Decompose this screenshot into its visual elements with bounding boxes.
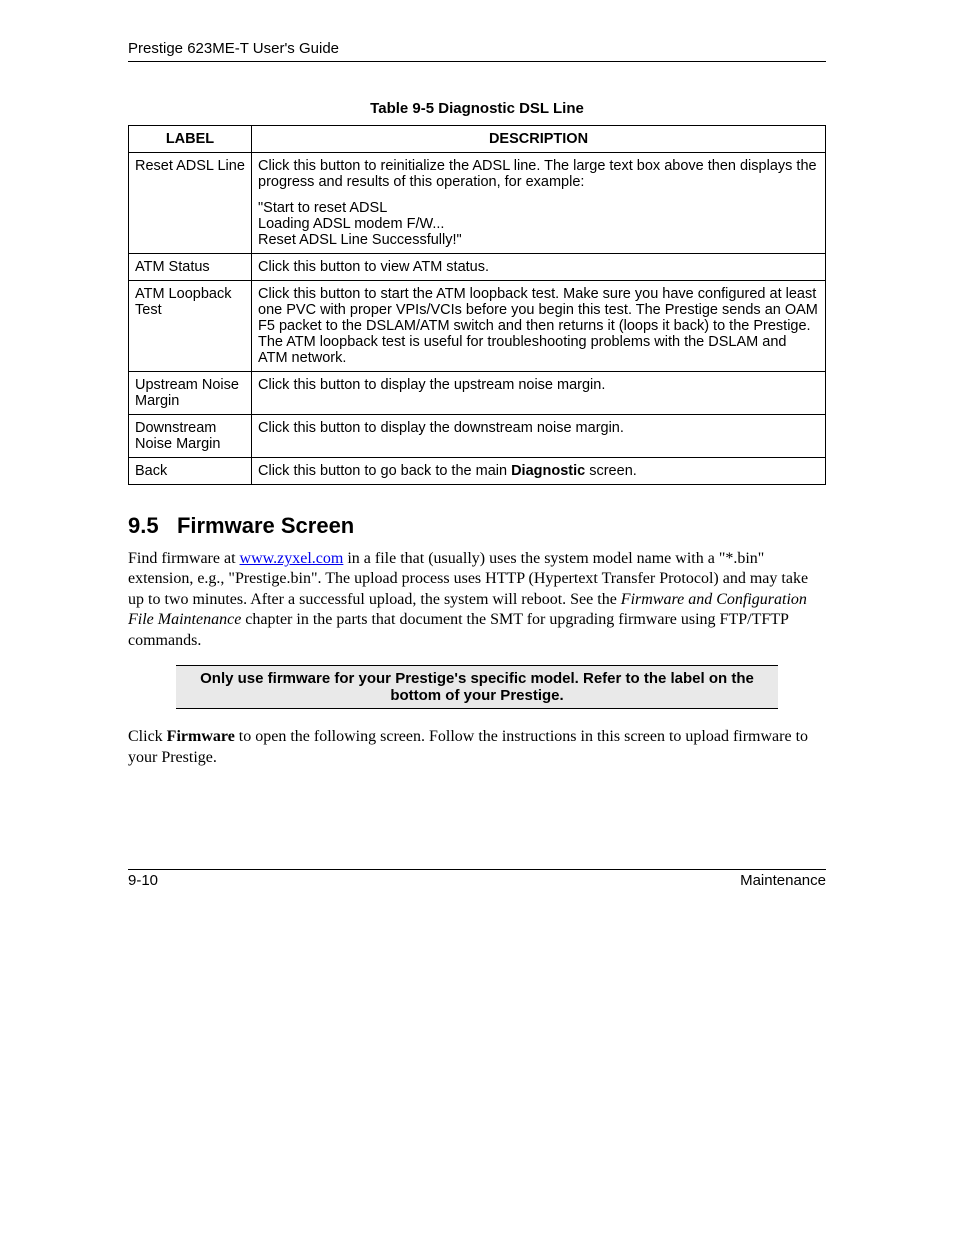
header-description: DESCRIPTION [252,126,826,153]
page-footer: 9-10 Maintenance [128,869,826,889]
body-paragraph: Click Firmware to open the following scr… [128,727,826,768]
cell-label: ATM Loopback Test [129,281,252,372]
cell-label: ATM Status [129,254,252,281]
table-row: Back Click this button to go back to the… [129,458,826,485]
body-paragraph: Find firmware at www.zyxel.com in a file… [128,549,826,651]
table-row: Reset ADSL Line Click this button to rei… [129,153,826,254]
cell-description: Click this button to go back to the main… [252,458,826,485]
bold-text: Diagnostic [511,463,585,479]
text: Click this button to go back to the main [258,463,511,479]
table-row: ATM Status Click this button to view ATM… [129,254,826,281]
cell-label: Upstream Noise Margin [129,372,252,415]
section-heading: 9.5 Firmware Screen [128,513,826,539]
section-title: Firmware Screen [177,513,354,538]
table-row: Upstream Noise Margin Click this button … [129,372,826,415]
table-row: Downstream Noise Margin Click this butto… [129,415,826,458]
section-number: 9.5 [128,513,159,538]
cell-description: Click this button to display the upstrea… [252,372,826,415]
cell-description: Click this button to view ATM status. [252,254,826,281]
text: screen. [585,463,637,479]
table-row: ATM Loopback Test Click this button to s… [129,281,826,372]
page-header: Prestige 623ME-T User's Guide [128,40,826,62]
diagnostic-table: LABEL DESCRIPTION Reset ADSL Line Click … [128,125,826,485]
zyxel-link[interactable]: www.zyxel.com [240,550,344,567]
cell-label: Downstream Noise Margin [129,415,252,458]
cell-description: Click this button to reinitialize the AD… [252,153,826,254]
example-line: "Start to reset ADSL [258,200,387,216]
page: Prestige 623ME-T User's Guide Table 9-5 … [0,0,954,1235]
text: Click [128,728,167,745]
text: Find firmware at [128,550,240,567]
table-caption: Table 9-5 Diagnostic DSL Line [128,100,826,117]
table-header-row: LABEL DESCRIPTION [129,126,826,153]
cell-label: Back [129,458,252,485]
page-number: 9-10 [128,872,158,889]
bold-text: Firmware [167,728,235,745]
footer-chapter: Maintenance [740,872,826,889]
cell-label: Reset ADSL Line [129,153,252,254]
example-line: Reset ADSL Line Successfully!" [258,232,462,248]
header-label: LABEL [129,126,252,153]
cell-description: Click this button to display the downstr… [252,415,826,458]
example-line: Loading ADSL modem F/W... [258,216,444,232]
cell-description: Click this button to start the ATM loopb… [252,281,826,372]
warning-callout: Only use firmware for your Prestige's sp… [176,665,778,709]
desc-para: Click this button to reinitialize the AD… [258,158,819,190]
desc-example: "Start to reset ADSL Loading ADSL modem … [258,200,819,248]
